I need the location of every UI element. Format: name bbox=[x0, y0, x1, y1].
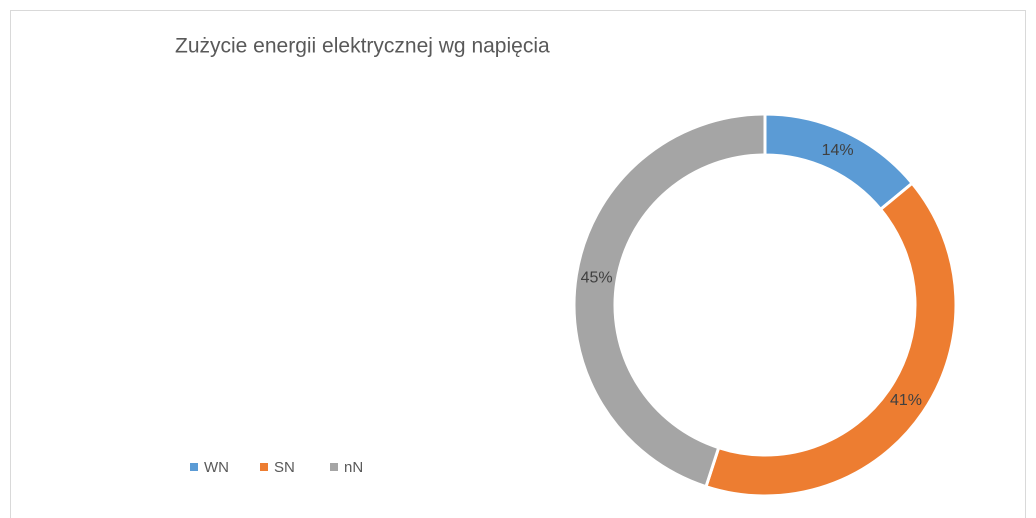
donut-slice bbox=[704, 181, 958, 498]
chart-title: Zużycie energii elektrycznej wg napięcia bbox=[175, 35, 550, 58]
data-label: 41% bbox=[890, 392, 922, 409]
donut-slice bbox=[572, 112, 767, 489]
legend-label: WN bbox=[204, 459, 229, 476]
data-label: 14% bbox=[822, 142, 854, 159]
data-label: 45% bbox=[581, 270, 613, 287]
legend-swatch bbox=[330, 463, 338, 471]
legend-swatch bbox=[190, 463, 198, 471]
chart-border bbox=[10, 10, 1026, 518]
legend-swatch bbox=[260, 463, 268, 471]
legend-label: nN bbox=[344, 459, 363, 476]
legend-label: SN bbox=[274, 459, 295, 476]
donut-slice bbox=[763, 112, 915, 212]
